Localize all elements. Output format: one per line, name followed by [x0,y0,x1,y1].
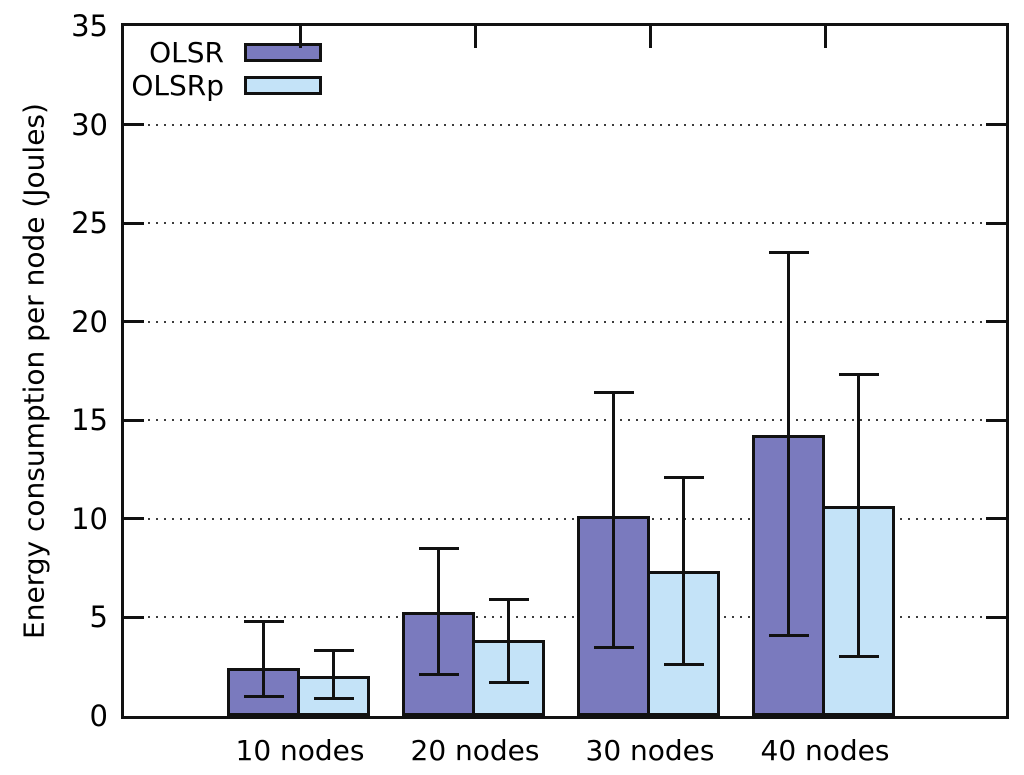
y-tick-left-5 [124,615,144,619]
errorbar-olsrp-3-cap-low [663,663,704,667]
x-tick-top-2 [473,26,477,48]
y-tick-left-20 [124,320,144,324]
y-tick-right-5 [986,615,1006,619]
errorbar-olsrp-2-cap-high [488,598,529,602]
y-tick-label-35: 35 [71,9,108,43]
x-tick-top-1 [298,26,302,48]
y-tick-right-30 [986,123,1006,127]
legend-swatch-olsrp [244,75,322,95]
y-tick-right-15 [986,418,1006,422]
x-category-label-4: 40 nodes [760,734,890,767]
errorbar-olsrp-4-line [857,374,860,657]
y-tick-left-15 [124,418,144,422]
errorbar-olsr-4-line [787,252,790,636]
legend-row-olsr: OLSR [128,35,322,69]
x-tick-top-4 [823,26,827,48]
errorbar-olsrp-1-line [332,650,335,699]
plot-area: OLSR OLSRp [121,23,1009,719]
errorbar-olsr-1-line [262,621,265,697]
gridline-y-10 [124,517,1006,520]
gridline-y-20 [124,320,1006,323]
errorbar-olsr-4-cap-high [768,251,809,255]
errorbar-olsr-3-cap-high [593,391,634,395]
gridline-y-15 [124,419,1006,422]
y-tick-right-25 [986,221,1006,225]
legend-label-olsrp: OLSRp [131,68,224,102]
x-category-label-2: 20 nodes [410,734,540,767]
y-tick-label-5: 5 [89,600,108,635]
errorbar-olsrp-2-cap-low [488,680,529,684]
errorbar-olsr-3-line [612,392,615,647]
gridline-y-25 [124,222,1006,225]
errorbar-olsr-1-cap-high [243,619,284,623]
x-tick-top-3 [648,26,652,48]
errorbar-olsrp-4-cap-low [838,655,879,659]
x-category-label-1: 10 nodes [235,734,365,767]
legend: OLSR OLSRp [128,35,322,102]
legend-swatch-olsr [244,42,322,62]
errorbar-olsr-2-cap-high [418,546,459,550]
errorbar-olsrp-2-line [507,599,510,683]
gridline-y-5 [124,616,1006,619]
errorbar-olsrp-1-cap-high [313,649,354,653]
y-tick-label-25: 25 [71,206,108,241]
errorbar-olsrp-3-line [682,477,685,665]
legend-label-olsr: OLSR [149,35,224,69]
errorbar-olsr-2-cap-low [418,673,459,677]
y-tick-label-0: 0 [89,699,108,733]
y-tick-left-30 [124,123,144,127]
legend-row-olsrp: OLSRp [128,68,322,102]
errorbar-olsrp-3-cap-high [663,475,704,479]
y-tick-right-10 [986,517,1006,521]
y-tick-label-20: 20 [71,304,108,339]
y-tick-left-25 [124,221,144,225]
gridline-y-30 [124,123,1006,126]
errorbar-olsrp-4-cap-high [838,373,879,377]
errorbar-olsr-3-cap-low [593,645,634,649]
y-tick-label-30: 30 [71,107,108,142]
errorbar-olsr-4-cap-low [768,633,809,637]
errorbar-olsr-2-line [437,548,440,675]
errorbar-olsrp-1-cap-low [313,696,354,700]
y-tick-label-15: 15 [71,403,108,438]
y-tick-left-10 [124,517,144,521]
x-category-label-3: 30 nodes [585,734,715,767]
y-tick-labels: 0 5 10 15 20 25 30 35 [0,0,108,775]
y-tick-right-20 [986,320,1006,324]
y-tick-label-10: 10 [71,501,108,536]
errorbar-olsr-1-cap-low [243,694,284,698]
